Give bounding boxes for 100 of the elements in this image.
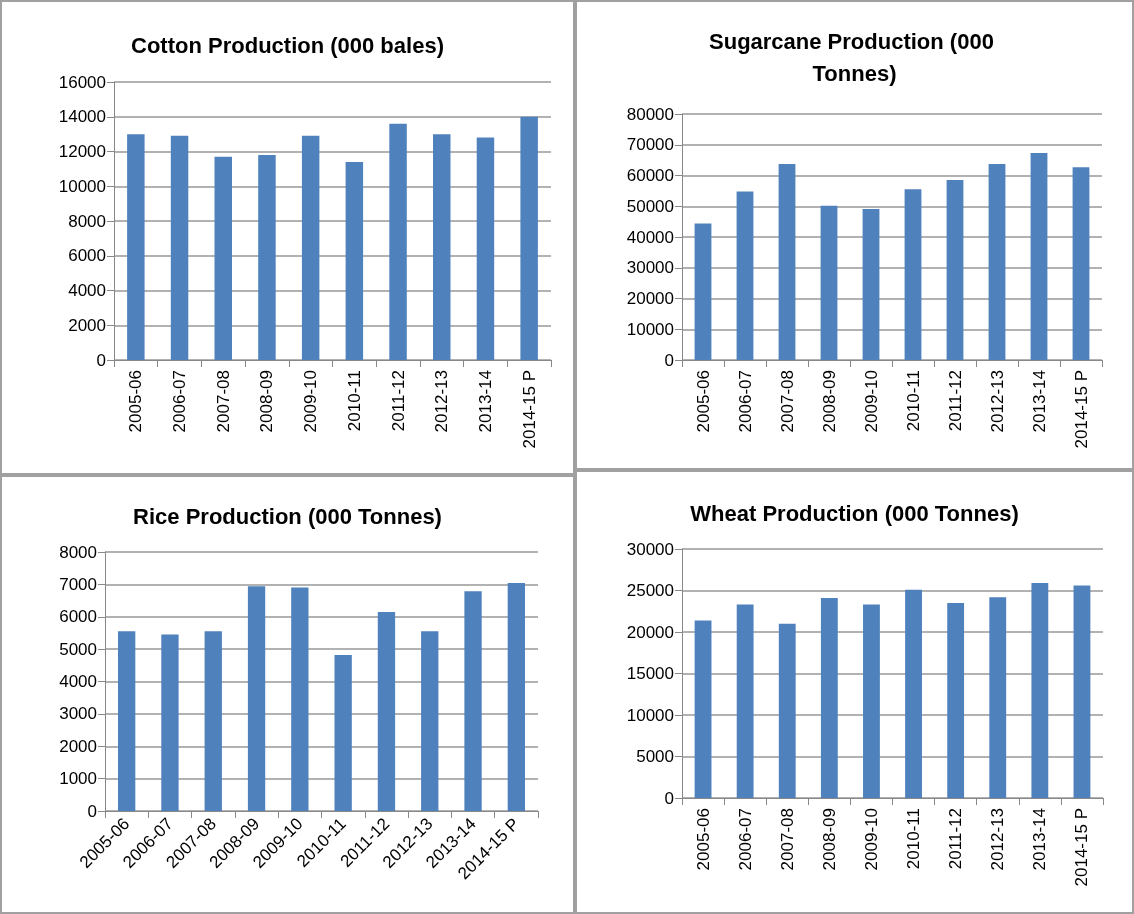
y-tick-label: 6000 (68, 246, 106, 266)
x-tick-label: 2013-14 (1029, 370, 1049, 433)
x-tick-label: 2010-11 (903, 370, 923, 432)
bar (170, 135, 189, 360)
bar (946, 180, 964, 360)
y-tick-label: 80000 (626, 104, 674, 124)
bar (736, 604, 754, 798)
chart-title: Rice Production (000 Tonnes) (133, 503, 442, 529)
x-tick-label: 2009-10 (861, 808, 881, 871)
y-tick-label: 2000 (59, 736, 97, 756)
bar (520, 116, 538, 360)
x-tick-label: 2005-06 (693, 370, 713, 433)
bar (214, 156, 232, 360)
x-tick-label: 2013-14 (475, 370, 495, 433)
y-tick-label: 40000 (626, 227, 674, 247)
x-tick-label: 2010-11 (344, 370, 364, 432)
chart-title: Wheat Production (000 Tonnes) (690, 500, 1019, 526)
x-tick-label: 2012-13 (988, 808, 1008, 871)
bar (161, 634, 179, 811)
bar (291, 587, 309, 811)
bar (433, 134, 451, 360)
y-tick-label: 10000 (626, 705, 674, 725)
x-tick-label: 2008-09 (819, 808, 839, 871)
bar (389, 123, 407, 360)
x-tick-label: 2007-08 (777, 370, 797, 433)
y-tick-label: 10000 (626, 319, 674, 339)
y-tick-label: 70000 (626, 135, 674, 155)
y-tick-label: 10000 (58, 176, 106, 196)
bar (334, 654, 352, 811)
bar (464, 591, 482, 811)
bar (421, 631, 439, 811)
y-tick-label: 12000 (58, 142, 106, 161)
y-tick-label: 50000 (626, 196, 674, 216)
y-tick-label: 4000 (68, 281, 106, 300)
y-tick-label: 6000 (59, 607, 97, 627)
bar (1072, 167, 1090, 360)
x-tick-label: 2006-07 (170, 370, 190, 433)
x-tick-label: 2011-12 (946, 808, 966, 870)
y-tick-label: 15000 (626, 664, 674, 683)
y-tick-label: 16000 (58, 72, 106, 92)
x-tick-label: 2008-09 (819, 370, 839, 433)
y-tick-label: 0 (96, 350, 106, 370)
x-tick-label: 2009-10 (861, 370, 881, 433)
bar (989, 597, 1007, 798)
x-tick-label: 2009-10 (301, 370, 321, 433)
bar (905, 589, 922, 798)
bar (820, 205, 838, 360)
y-tick-label: 60000 (626, 166, 674, 185)
x-tick-label: 2005-06 (693, 808, 713, 871)
bar (988, 164, 1006, 360)
y-tick-label: 30000 (626, 539, 674, 559)
x-tick-label: 2011-12 (945, 370, 965, 432)
y-tick-label: 25000 (626, 581, 674, 600)
x-tick-label: 2010-11 (904, 808, 924, 870)
x-tick-label: 2006-07 (735, 370, 755, 433)
y-tick-label: 3000 (59, 704, 97, 724)
bar (247, 586, 266, 811)
x-tick-label: 2007-08 (777, 808, 797, 871)
y-tick-label: 5000 (636, 747, 674, 766)
x-tick-label: 2013-14 (1030, 808, 1050, 871)
x-tick-label: 2011-12 (388, 370, 408, 432)
bar (1031, 583, 1049, 798)
y-tick-label: 30000 (626, 258, 674, 278)
x-tick-label: 2012-13 (987, 370, 1007, 433)
y-tick-label: 1000 (59, 769, 97, 789)
y-tick-label: 7000 (59, 574, 97, 594)
y-tick-label: 8000 (68, 211, 106, 231)
bar (778, 623, 796, 798)
x-tick-label: 2007-08 (213, 370, 233, 433)
bar (947, 602, 965, 798)
bar (862, 209, 880, 360)
bar (117, 631, 136, 811)
bar (1073, 585, 1091, 798)
bar (778, 164, 796, 360)
x-tick-label: 2005-06 (126, 370, 146, 433)
x-tick-label: 2014-15 P (1071, 370, 1091, 449)
y-tick-label: 5000 (59, 639, 97, 659)
bar (377, 611, 396, 811)
y-tick-label: 8000 (59, 542, 97, 562)
bar (476, 137, 495, 360)
bar (301, 135, 320, 360)
bar (863, 604, 880, 798)
bar (258, 154, 276, 360)
bar (507, 583, 526, 811)
bar (694, 223, 712, 360)
x-tick-label: 2008-09 (257, 370, 277, 433)
x-tick-label: 2014-15 P (519, 370, 539, 449)
y-tick-label: 0 (664, 350, 674, 370)
bar (904, 189, 922, 360)
y-tick-label: 4000 (59, 672, 97, 691)
y-tick-label: 0 (87, 801, 97, 821)
bar (127, 134, 145, 360)
bar (694, 620, 712, 798)
bar (204, 631, 222, 811)
x-tick-label: 2006-07 (735, 808, 755, 871)
bar (736, 191, 754, 360)
bar (345, 161, 364, 360)
chart-title: Cotton Production (000 bales) (131, 32, 444, 58)
x-tick-label: 2014-15 P (1072, 808, 1092, 887)
y-tick-label: 0 (664, 788, 674, 808)
